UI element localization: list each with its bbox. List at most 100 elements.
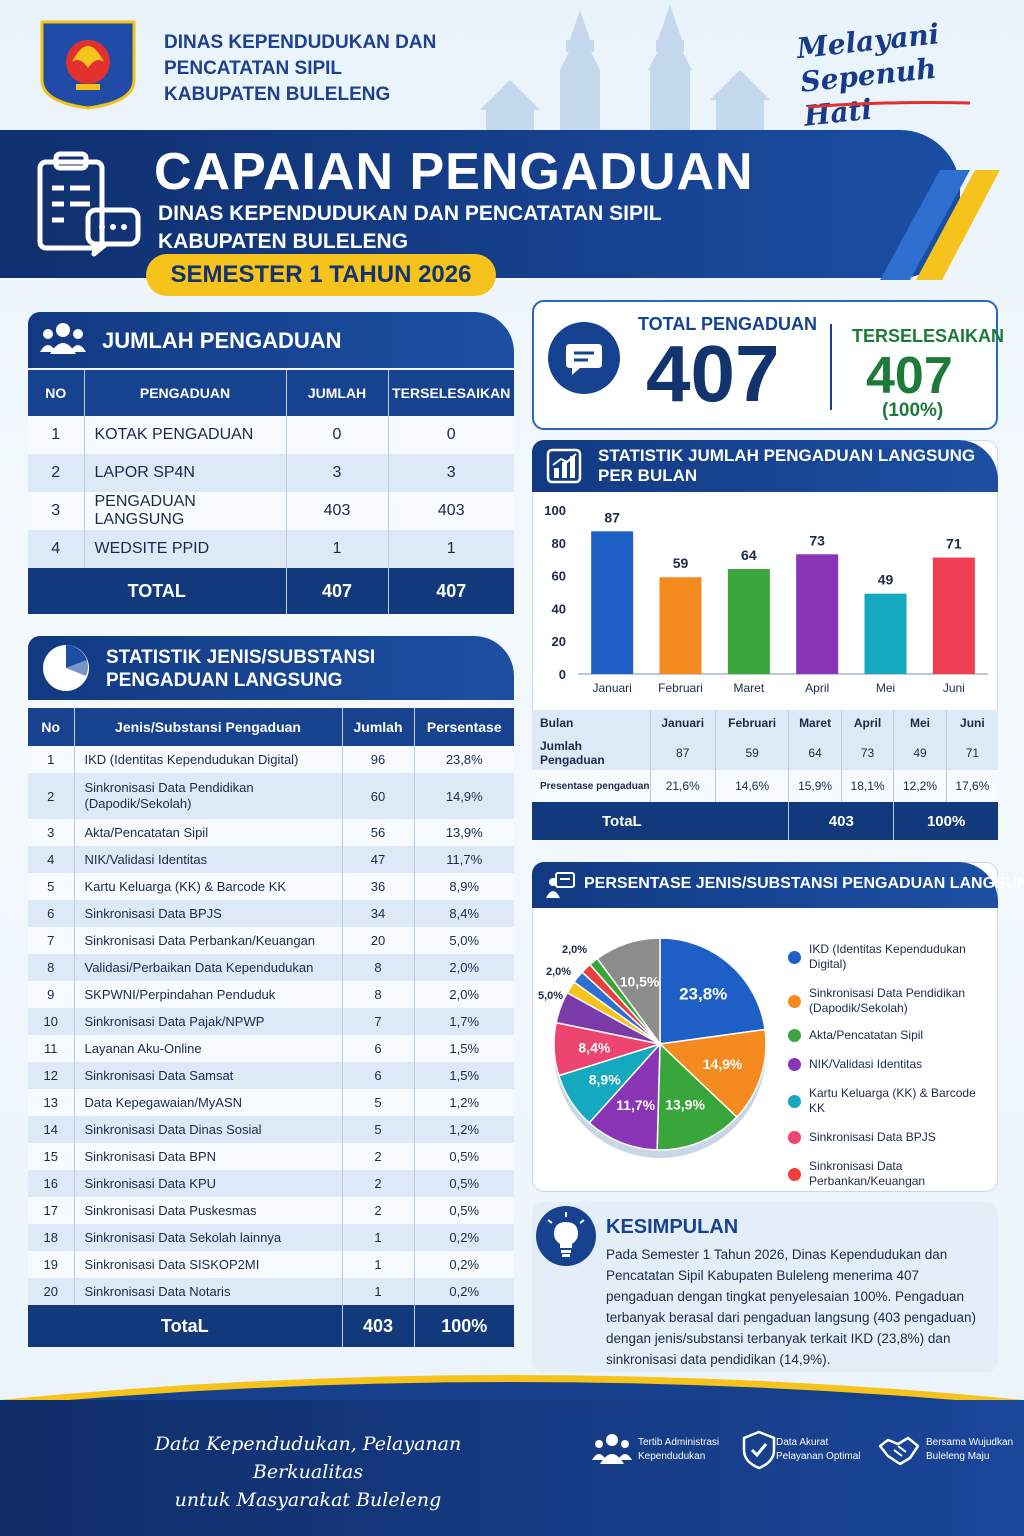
table-cell: 1,2%: [414, 1116, 514, 1143]
legend-label: IKD (Identitas Kependudukan Digital): [809, 942, 966, 971]
table-cell: 7: [28, 927, 75, 954]
total-cell: 100%: [893, 802, 998, 840]
table-cell: 64: [788, 736, 842, 770]
table-cell: 1: [28, 746, 75, 773]
col-header: TERSELESAIKAN: [388, 370, 514, 416]
table-cell: 8: [342, 981, 415, 1008]
col-header: No: [28, 708, 75, 746]
shield-check-icon: [742, 1430, 776, 1470]
table-cell: 18: [28, 1224, 75, 1251]
legend-label: Sinkronisasi Data Pendidikan (Dapodik/Se…: [809, 986, 966, 1015]
table-cell: 2: [342, 1143, 415, 1170]
table-cell: 5,0%: [414, 927, 514, 954]
table-cell: Layanan Aku-Online: [74, 1035, 343, 1062]
total-label: TotaL: [28, 1305, 343, 1347]
pie-slice-label: 14,9%: [703, 1056, 743, 1072]
table-cell: 15: [28, 1143, 75, 1170]
y-tick-label: 40: [552, 601, 566, 616]
table-cell: 2: [28, 773, 75, 819]
legend-swatch: [788, 1167, 801, 1181]
total-label: TotaL: [532, 802, 790, 840]
table-row: Presentase pengaduan 21,6% 14,6% 15,9% 18,1%…: [532, 770, 998, 802]
garuda-logo: [36, 18, 140, 110]
bar: [796, 554, 839, 674]
org-title-line: DINAS KEPENDUDUKAN DAN: [164, 32, 437, 53]
table-cell: KOTAK PENGADUAN: [84, 416, 287, 454]
table-cell: 14: [28, 1116, 75, 1143]
table-cell: 20: [28, 1278, 75, 1305]
org-title-line: KABUPATEN BULELENG: [164, 84, 391, 105]
title-banner: [0, 130, 960, 278]
total-label: TOTAL: [28, 568, 287, 614]
table-cell: 1,7%: [414, 1008, 514, 1035]
table-cell: Sinkronisasi Data Pendidikan (Dapodik/Se…: [74, 773, 343, 819]
legend-item: NIK/Validasi Identitas: [788, 1057, 994, 1072]
table-cell: Presentase pengaduan: [532, 770, 651, 802]
pie-slice-label: 8,4%: [578, 1039, 610, 1055]
table-cell: LAPOR SP4N: [84, 454, 287, 492]
footer: [0, 1400, 1024, 1536]
footer-slogan-line: Data Kependudukan, Pelayanan Berkualitas: [154, 1433, 462, 1483]
footer-item-line: Bersama Wujudkan: [926, 1437, 1014, 1448]
table-cell: 59: [715, 736, 790, 770]
pie-outside-label: 2,0%: [562, 944, 587, 956]
total-row: TotaL 403 100%: [28, 1305, 514, 1347]
legend-swatch: [788, 950, 801, 964]
table-cell: 0,2%: [414, 1278, 514, 1305]
table-cell: April: [841, 710, 895, 736]
table-cell: 19: [28, 1251, 75, 1278]
done-value: 407: [866, 347, 953, 405]
x-tick-label: Juni: [943, 681, 965, 695]
section-title-line: PENGADUAN LANGSUNG: [106, 670, 343, 691]
legend-swatch: [788, 1094, 801, 1108]
pie-slice: [596, 937, 661, 1047]
table-cell: 8: [342, 954, 415, 981]
pie-chart: 23,8% 14,9% 13,9% 11,7% 8,9% 8,4% 10,5% 5,0% 2,0…: [538, 937, 767, 1158]
col-header: PENGADUAN: [84, 370, 287, 416]
col-header: Persentase: [414, 708, 514, 746]
table-cell: SKPWNI/Perpindahan Penduduk: [74, 981, 343, 1008]
table-cell: Januari: [650, 710, 716, 736]
table-cell: 18,1%: [841, 770, 895, 802]
jumlah-section-header: JUMLAH PENGADUAN: [28, 312, 514, 368]
table-cell: Akta/Pencatatan Sipil: [74, 819, 343, 846]
legend-swatch: [788, 1029, 801, 1042]
table-cell: 17: [28, 1197, 75, 1224]
y-tick-label: 20: [552, 634, 566, 649]
table-cell: 12: [28, 1062, 75, 1089]
footer-item-text: Tertib Administrasi Kependudukan: [638, 1436, 719, 1464]
people-icon: [592, 1430, 632, 1470]
bar-value-label: 71: [946, 536, 962, 552]
done-percent: (100%): [882, 400, 944, 421]
table-cell: 5: [342, 1116, 415, 1143]
footer-item-line: Pelayanan Optimal: [776, 1451, 861, 1462]
table-cell: 14,9%: [414, 773, 514, 819]
table-cell: Sinkronisasi Data Sekolah lainnya: [74, 1224, 343, 1251]
people-icon: [40, 320, 86, 360]
x-tick-label: April: [805, 681, 829, 695]
monthly-section-header: STATISTIK JUMLAH PENGADUAN LANGSUNG PER …: [532, 440, 998, 492]
total-row: TotaL 403 100%: [532, 802, 998, 840]
table-cell: 1,5%: [414, 1035, 514, 1062]
table-cell: 0,2%: [414, 1224, 514, 1251]
legend-label: Sinkronisasi Data Perbankan/Keuangan: [809, 1159, 926, 1188]
table-row: 7 Sinkronisasi Data Perbankan/Keuangan 20 5…: [28, 927, 514, 954]
total-summary-card: TOTAL PENGADUAN 407 TERSELESAIKAN 407 (1…: [532, 300, 1004, 430]
jenis-section-header: STATISTIK JENIS/SUBSTANSI PENGADUAN LANG…: [28, 636, 514, 700]
table-cell: 60: [342, 773, 415, 819]
subtitle-line: KABUPATEN BULELENG: [158, 230, 409, 253]
legend-label: NIK/Validasi Identitas: [809, 1057, 923, 1071]
pie-section-header: PERSENTASE JENIS/SUBSTANSI PENGADUAN LAN…: [532, 862, 1024, 908]
col-header: JUMLAH: [286, 370, 389, 416]
section-title: STATISTIK JUMLAH PENGADUAN LANGSUNG PER …: [598, 446, 975, 486]
table-row: 5 Kartu Keluarga (KK) & Barcode KK 36 8,9%: [28, 873, 514, 900]
table-cell: 2: [28, 454, 85, 492]
section-title-line: STATISTIK JENIS/SUBSTANSI: [106, 647, 376, 668]
col-header: Jenis/Substansi Pengaduan: [74, 708, 343, 746]
legend-item: Akta/Pencatatan Sipil: [788, 1028, 994, 1043]
table-cell: 3: [28, 492, 85, 530]
table-cell: 56: [342, 819, 415, 846]
jumlah-table-wrap: NO PENGADUAN JUMLAH TERSELESAIKAN 1 KOTAK…: [28, 370, 514, 614]
table-cell: 21,6%: [650, 770, 716, 802]
table-row: 14 Sinkronisasi Data Dinas Sosial 5 1,2%: [28, 1116, 514, 1143]
